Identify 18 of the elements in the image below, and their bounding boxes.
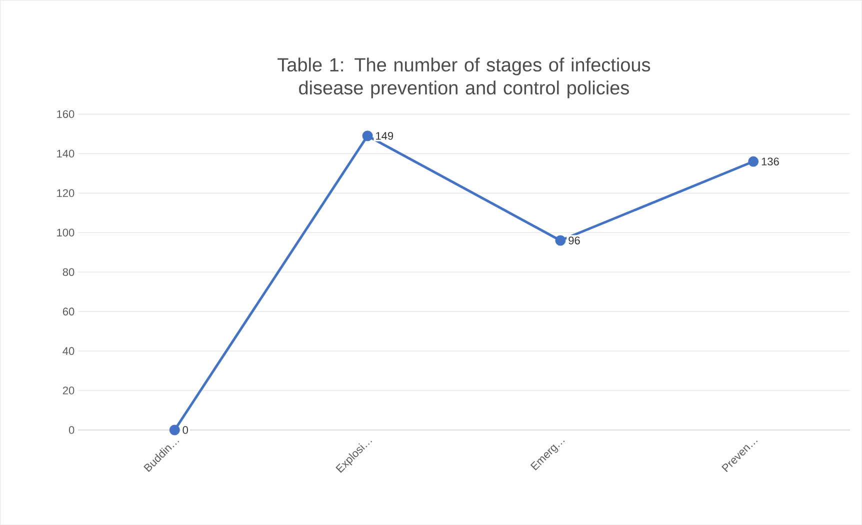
point: [555, 235, 566, 246]
data-label: 136: [762, 158, 779, 166]
y-tick-label: 0: [68, 426, 74, 434]
data-label: 149: [376, 132, 394, 140]
y-tick-label: 20: [62, 386, 74, 394]
point: [362, 130, 373, 142]
point: [169, 424, 180, 436]
data-label: 96: [568, 236, 580, 244]
data-label: 0: [182, 426, 188, 434]
y-tick-label: 140: [57, 150, 74, 158]
point: [748, 156, 759, 167]
y-tick-label: 100: [57, 228, 74, 236]
y-tick-label: 60: [62, 308, 74, 316]
y-tick-label: 40: [62, 347, 74, 355]
chart-title: Table 1: The number of stages of infectious disease prevention and control policies: [278, 58, 650, 98]
y-tick-label: 160: [57, 110, 74, 118]
y-tick-label: 120: [57, 189, 74, 197]
y-tick-label: 80: [62, 268, 74, 276]
